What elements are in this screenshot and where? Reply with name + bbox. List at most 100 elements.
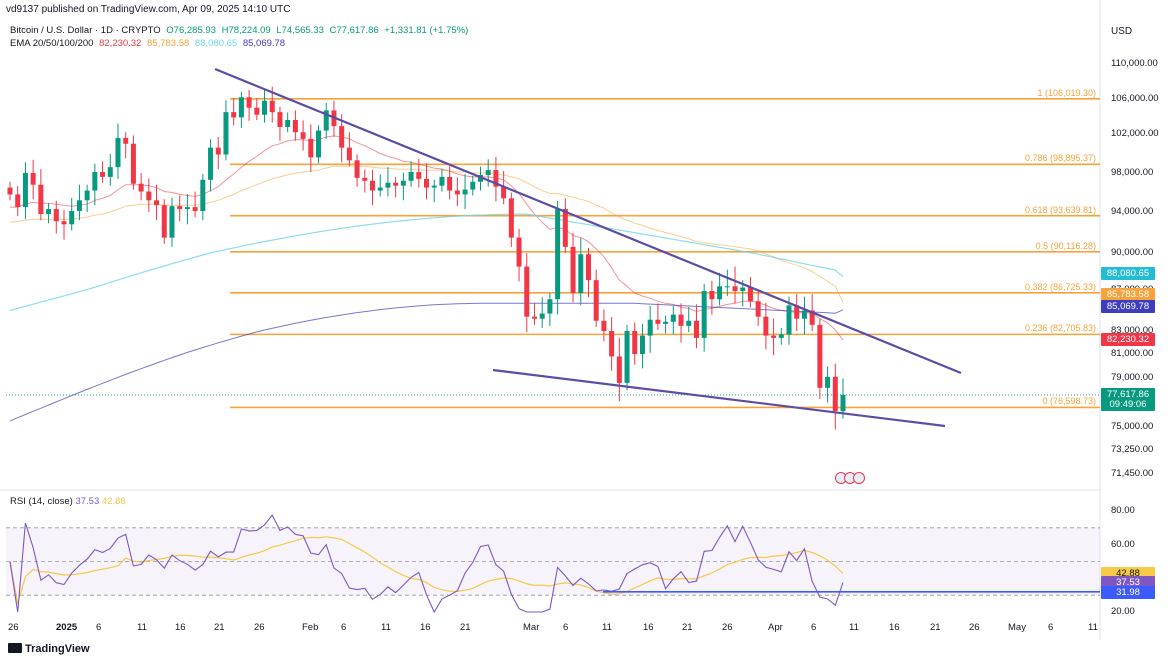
fib-label: 1 (106,019.30) <box>1037 87 1096 98</box>
candle-body <box>100 172 106 177</box>
price-tag: 77,617.86 <box>1101 388 1155 401</box>
candle-body <box>547 299 553 314</box>
candle-body <box>585 254 591 281</box>
candle-body <box>385 182 391 188</box>
candle-body <box>601 320 607 331</box>
rsi-legend[interactable]: RSI (14, close) 37.53 42.88 <box>10 496 126 507</box>
candle-body <box>285 120 291 127</box>
candle-body <box>616 356 622 383</box>
time-tick: 26 <box>254 622 265 633</box>
candle-body <box>524 266 530 317</box>
candle-body <box>531 316 537 319</box>
candle-body <box>632 331 638 354</box>
candle-body <box>246 97 252 108</box>
candle-body <box>832 376 838 412</box>
candle-body <box>316 130 322 158</box>
price-tick: 110,000.00 <box>1111 58 1158 69</box>
time-tick: 26 <box>969 622 980 633</box>
time-tick: 21 <box>214 622 225 633</box>
candle-body <box>624 331 630 383</box>
candle-body <box>439 176 445 186</box>
candle-body <box>817 324 823 388</box>
price-tag: 88,080.65 <box>1101 267 1155 280</box>
candle-body <box>701 291 707 338</box>
candle-body <box>508 198 514 238</box>
ema-legend[interactable]: EMA 20/50/100/200 82,230.32 85,783.58 88… <box>10 38 288 49</box>
candle-body <box>431 185 437 188</box>
fib-label: 0.236 (82,705.83) <box>1024 323 1096 334</box>
candle-body <box>678 314 684 326</box>
time-tick: 6 <box>341 622 347 633</box>
candle-body <box>76 200 82 212</box>
candle-body <box>709 291 715 300</box>
candle-body <box>609 331 615 357</box>
candle-body <box>262 100 268 115</box>
candle-body <box>825 376 831 388</box>
candle-body <box>763 316 769 336</box>
price-tick: 71,450.00 <box>1111 468 1154 479</box>
published-by: vd9137 published on TradingView.com, Apr… <box>6 4 291 15</box>
symbol-name[interactable]: Bitcoin / U.S. Dollar · 1D · CRYPTO <box>10 25 161 36</box>
candle-body <box>339 126 345 148</box>
candle-body <box>323 110 329 131</box>
candle-body <box>416 172 422 179</box>
candle-body <box>424 178 429 188</box>
candle-body <box>15 194 21 208</box>
candle-body <box>115 137 121 168</box>
candle-body <box>555 209 561 300</box>
price-tick: 94,000.00 <box>1111 206 1154 217</box>
candle-body <box>740 287 746 292</box>
rsi-tag: 31.98 <box>1101 585 1155 599</box>
price-tick: 75,000.00 <box>1111 421 1154 432</box>
candle-body <box>462 189 468 195</box>
candle-body <box>732 286 738 292</box>
rsi-ma-line <box>9 536 844 604</box>
candle-body <box>370 180 376 191</box>
change-value: +1,331.81 (+1.75%) <box>384 25 469 36</box>
candle-body <box>485 170 491 175</box>
candle-body <box>470 181 476 190</box>
low-value: L74,565.33 <box>276 25 324 36</box>
candle-body <box>254 107 260 115</box>
candle-body <box>208 147 214 180</box>
time-tick: 16 <box>889 622 900 633</box>
candle-body <box>593 280 599 321</box>
price-tag: 09:49:06 <box>1101 398 1155 411</box>
candle-body <box>161 205 167 238</box>
price-tick: 81,000.00 <box>1111 348 1154 359</box>
ema100-line <box>9 213 844 312</box>
candle-body <box>22 173 28 208</box>
candle-body <box>539 313 545 319</box>
candle-body <box>778 334 784 338</box>
us-flag-icon[interactable] <box>853 472 865 484</box>
candle-body <box>663 321 669 324</box>
candle-body <box>400 180 406 186</box>
high-value: H78,224.09 <box>221 25 271 36</box>
candle-body <box>308 138 314 158</box>
resistance-trendline <box>214 67 962 375</box>
price-tag: 85,783.58 <box>1101 288 1155 301</box>
rsi-tick: 80.00 <box>1111 505 1135 516</box>
time-tick: 21 <box>682 622 693 633</box>
candle-body <box>447 176 453 191</box>
candle-body <box>130 143 136 184</box>
candle-body <box>809 310 815 325</box>
candle-body <box>92 172 98 191</box>
rsi-tick: 60.00 <box>1111 538 1135 550</box>
candle-body <box>686 320 692 326</box>
time-tick: Apr <box>768 622 783 633</box>
time-tick: 21 <box>460 622 471 633</box>
candle-body <box>717 286 723 300</box>
time-tick: 26 <box>722 622 733 633</box>
rsi-tick: 20.00 <box>1111 606 1135 617</box>
candle-body <box>300 132 306 139</box>
candle-body <box>346 147 352 161</box>
candle-body <box>200 179 206 212</box>
candle-body <box>7 187 13 195</box>
time-tick: 11 <box>381 622 391 633</box>
event-flags[interactable] <box>835 472 865 487</box>
candle-body <box>747 287 753 302</box>
price-tick: 106,000.00 <box>1111 93 1159 104</box>
tradingview-logo[interactable]: TradingView <box>8 643 90 655</box>
